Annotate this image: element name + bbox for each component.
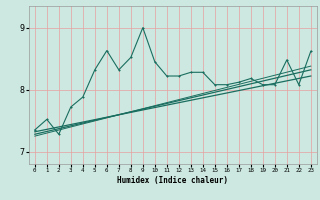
Point (200, 71, 205, 74)
Point (116, 68, 121, 71)
Point (272, 83, 277, 86)
Point (104, 49, 109, 52)
X-axis label: Humidex (Indice chaleur): Humidex (Indice chaleur) (117, 176, 228, 185)
Point (44, 118, 49, 121)
Point (212, 83, 217, 86)
Point (152, 60, 157, 63)
Point (248, 77, 253, 80)
Point (92, 68, 97, 71)
Point (176, 74, 181, 78)
Point (224, 83, 229, 86)
Point (32, 128, 37, 132)
Point (140, 26, 145, 29)
Point (56, 133, 61, 136)
Point (236, 81, 241, 84)
Point (68, 105, 73, 109)
Point (128, 56, 133, 59)
Point (188, 71, 193, 74)
Point (284, 58, 289, 62)
Point (260, 83, 265, 86)
Point (308, 50, 313, 53)
Point (80, 95, 85, 99)
Point (164, 74, 169, 78)
Point (296, 83, 301, 86)
